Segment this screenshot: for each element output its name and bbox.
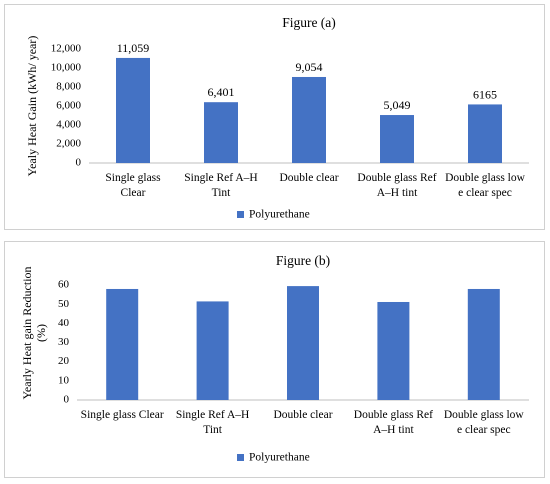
chart-b-y-tick-label: 30 <box>58 336 70 348</box>
chart-b-category-label: Double glass Ref <box>354 409 433 421</box>
chart-a-y-tick-label: 10,000 <box>51 62 82 74</box>
chart-a-y-tick-label: 4,000 <box>56 119 81 131</box>
chart-b-y-tick-label: 0 <box>64 394 70 406</box>
chart-b-category-label: Tint <box>203 424 223 436</box>
chart-a-category-label: Double glass Ref <box>357 172 436 184</box>
chart-b-category-label: e clear spec <box>457 424 511 436</box>
chart-a-category-label: A–H tint <box>377 187 418 199</box>
chart-a-data-label: 6165 <box>473 87 497 101</box>
chart-b-y-axis-label: (%) <box>34 324 48 342</box>
chart-a-y-tick-label: 2,000 <box>56 138 81 150</box>
chart-a-category-label: Double glass low <box>445 172 526 184</box>
chart-a-data-label: 11,059 <box>117 41 150 55</box>
chart-a-category-label: Clear <box>121 187 146 199</box>
chart-b-category-label: Single glass Clear <box>81 409 164 421</box>
chart-b-category-label: Single Ref A–H <box>176 409 249 421</box>
chart-b-y-tick-label: 40 <box>58 317 70 329</box>
chart-a-category-label: Single Ref A–H <box>184 172 257 184</box>
chart-b-title: Figure (b) <box>276 253 330 268</box>
chart-a-title: Figure (a) <box>282 15 336 30</box>
chart-a-bar <box>468 104 502 163</box>
chart-a-bar <box>204 102 238 163</box>
chart-b-legend-swatch <box>237 454 244 461</box>
chart-b-bar <box>377 301 410 400</box>
chart-panel-a: Figure (a) Yealy Heat Gain (kWh/ year) 0 2,… <box>4 4 545 230</box>
chart-b-bar <box>196 301 229 400</box>
chart-a-y-axis-label: Yealy Heat Gain (kWh/ year) <box>25 36 39 177</box>
chart-a-category-label: e clear spec <box>458 187 512 199</box>
chart-a-legend-swatch <box>237 211 244 218</box>
chart-b-bar <box>287 286 319 400</box>
chart-a-bar <box>116 57 150 163</box>
chart-b-y-tick-label: 10 <box>58 374 70 386</box>
chart-a-bar <box>380 115 414 163</box>
chart-panel-b: Figure (b) Yearly Heat gain Reduction (%) 0… <box>4 241 545 478</box>
chart-a-category-label: Tint <box>212 187 232 199</box>
chart-a-category-label: Double clear <box>279 172 338 184</box>
chart-b-y-axis-label: Yearly Heat gain Reduction <box>20 266 34 399</box>
chart-b-y-tick-label: 50 <box>58 298 70 310</box>
chart-a-data-label: 9,054 <box>296 60 323 74</box>
chart-b-y-tick-label: 60 <box>58 279 70 291</box>
chart-a-category-label: Single glass <box>105 172 161 184</box>
chart-b-category-label: Double clear <box>273 409 332 421</box>
chart-a-data-label: 6,401 <box>208 85 235 99</box>
chart-a-svg: Figure (a) Yealy Heat Gain (kWh/ year) 0 2,… <box>25 15 529 221</box>
chart-b-bar <box>467 288 500 400</box>
chart-b-svg: Figure (b) Yearly Heat gain Reduction (%) 0… <box>20 253 529 464</box>
chart-b-bar <box>106 288 139 400</box>
chart-a-legend-label: Polyurethane <box>249 209 310 221</box>
chart-a-data-label: 5,049 <box>384 98 411 112</box>
chart-a-y-tick-label: 0 <box>76 157 82 169</box>
chart-b-legend-label: Polyurethane <box>249 452 310 464</box>
chart-a-y-tick-label: 8,000 <box>56 81 81 93</box>
chart-a-y-tick-label: 6,000 <box>56 100 81 112</box>
chart-b-category-label: A–H tint <box>373 424 414 436</box>
chart-b-y-tick-label: 20 <box>58 355 70 367</box>
chart-b-category-label: Double glass low <box>444 409 525 421</box>
chart-a-bar <box>292 76 326 163</box>
chart-a-y-tick-label: 12,000 <box>51 43 82 55</box>
